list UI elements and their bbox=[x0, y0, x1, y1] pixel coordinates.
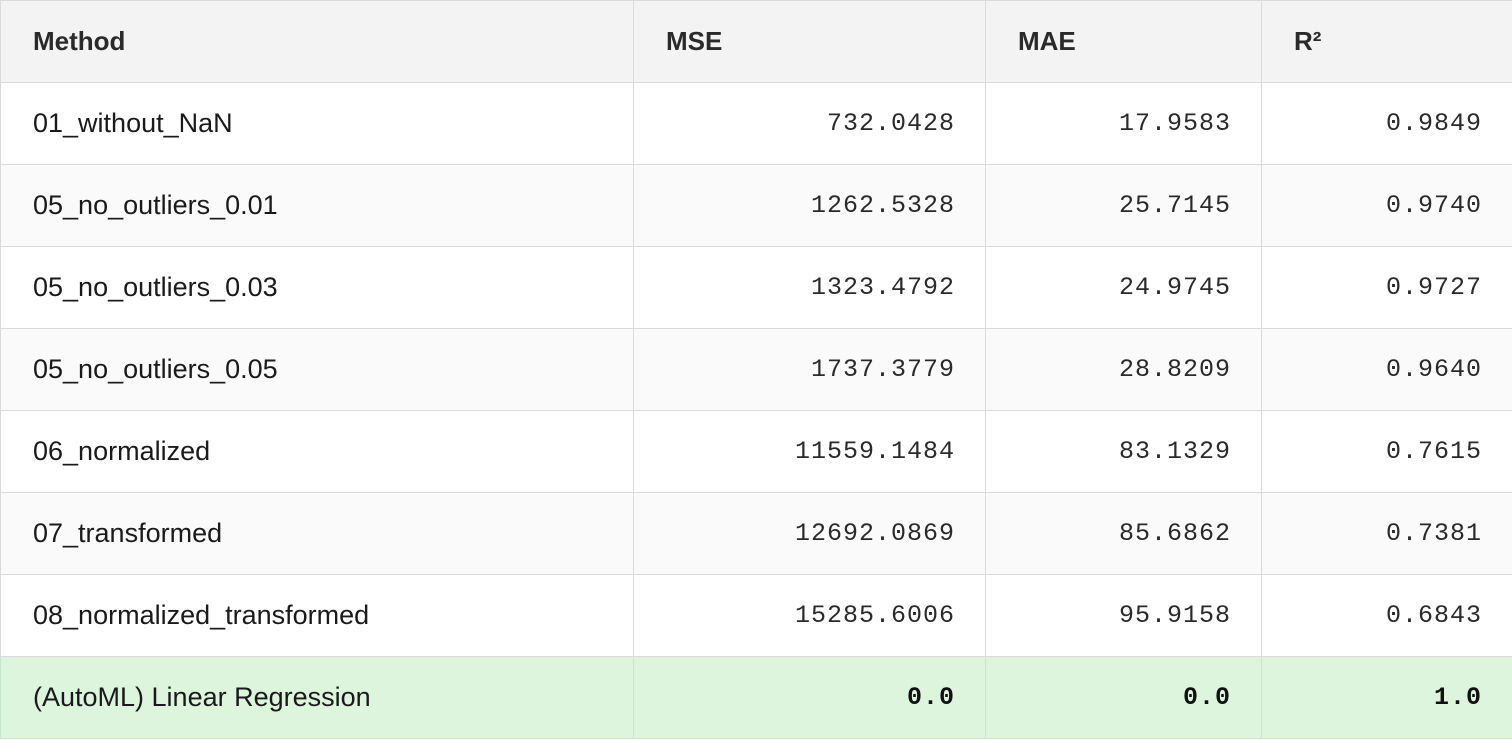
cell-mse: 0.0 bbox=[633, 656, 986, 739]
cell-method: (AutoML) Linear Regression bbox=[0, 656, 634, 739]
header-row: Method MSE MAE R² bbox=[0, 0, 1512, 83]
cell-method: 07_transformed bbox=[0, 492, 634, 575]
header-method: Method bbox=[0, 0, 634, 83]
cell-r2: 0.7381 bbox=[1261, 492, 1512, 575]
cell-mae: 17.9583 bbox=[985, 82, 1262, 165]
cell-mse: 12692.0869 bbox=[633, 492, 986, 575]
cell-mse: 1262.5328 bbox=[633, 164, 986, 247]
cell-mae: 25.7145 bbox=[985, 164, 1262, 247]
cell-r2: 0.9727 bbox=[1261, 246, 1512, 329]
table-row-highlighted: (AutoML) Linear Regression 0.0 0.0 1.0 bbox=[0, 656, 1512, 739]
cell-mae: 24.9745 bbox=[985, 246, 1262, 329]
cell-mae: 83.1329 bbox=[985, 410, 1262, 493]
header-r2: R² bbox=[1261, 0, 1512, 83]
cell-mse: 1323.4792 bbox=[633, 246, 986, 329]
table-row: 05_no_outliers_0.05 1737.3779 28.8209 0.… bbox=[0, 328, 1512, 411]
cell-mae: 95.9158 bbox=[985, 574, 1262, 657]
cell-method: 06_normalized bbox=[0, 410, 634, 493]
cell-mae: 0.0 bbox=[985, 656, 1262, 739]
table-row: 08_normalized_transformed 15285.6006 95.… bbox=[0, 574, 1512, 657]
table-row: 06_normalized 11559.1484 83.1329 0.7615 bbox=[0, 410, 1512, 493]
cell-mse: 11559.1484 bbox=[633, 410, 986, 493]
table-row: 05_no_outliers_0.03 1323.4792 24.9745 0.… bbox=[0, 246, 1512, 329]
header-mse: MSE bbox=[633, 0, 986, 83]
table-body: 01_without_NaN 732.0428 17.9583 0.9849 0… bbox=[0, 82, 1512, 739]
cell-method: 05_no_outliers_0.05 bbox=[0, 328, 634, 411]
cell-method: 08_normalized_transformed bbox=[0, 574, 634, 657]
cell-mse: 732.0428 bbox=[633, 82, 986, 165]
cell-method: 01_without_NaN bbox=[0, 82, 634, 165]
cell-mae: 85.6862 bbox=[985, 492, 1262, 575]
cell-r2: 0.6843 bbox=[1261, 574, 1512, 657]
cell-method: 05_no_outliers_0.03 bbox=[0, 246, 634, 329]
table-header: Method MSE MAE R² bbox=[0, 0, 1512, 83]
cell-r2: 0.9740 bbox=[1261, 164, 1512, 247]
cell-r2: 0.9849 bbox=[1261, 82, 1512, 165]
table-row: 01_without_NaN 732.0428 17.9583 0.9849 bbox=[0, 82, 1512, 165]
table-row: 07_transformed 12692.0869 85.6862 0.7381 bbox=[0, 492, 1512, 575]
cell-r2: 0.7615 bbox=[1261, 410, 1512, 493]
cell-r2: 1.0 bbox=[1261, 656, 1512, 739]
cell-r2: 0.9640 bbox=[1261, 328, 1512, 411]
cell-mse: 15285.6006 bbox=[633, 574, 986, 657]
cell-mae: 28.8209 bbox=[985, 328, 1262, 411]
header-mae: MAE bbox=[985, 0, 1262, 83]
cell-method: 05_no_outliers_0.01 bbox=[0, 164, 634, 247]
table-row: 05_no_outliers_0.01 1262.5328 25.7145 0.… bbox=[0, 164, 1512, 247]
cell-mse: 1737.3779 bbox=[633, 328, 986, 411]
